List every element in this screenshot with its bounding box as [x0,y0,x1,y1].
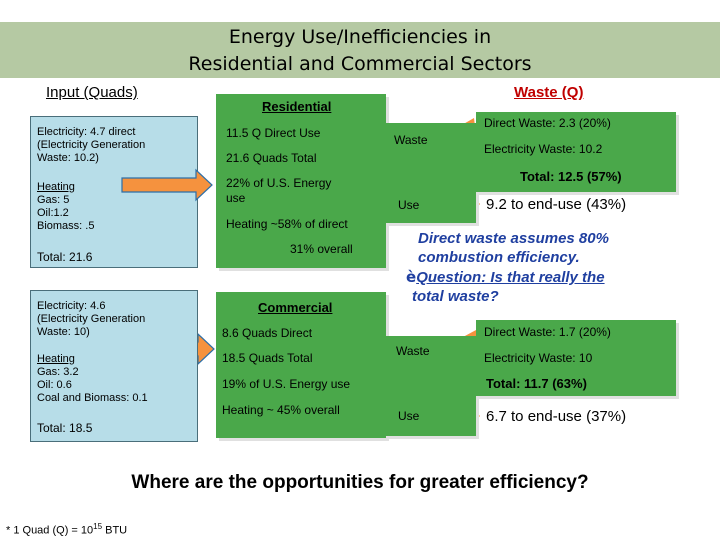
commercial-share: 19% of U.S. Energy use [222,377,351,391]
input-arrow-icon [121,168,213,202]
residential-overall: 31% overall [290,242,353,256]
commercial-direct-waste: Direct Waste: 1.7 (20%) [484,325,611,339]
footnote: * 1 Quad (Q) = 1015 BTU [6,522,127,537]
commercial-total: 18.5 Quads Total [222,351,313,365]
residential-direct-use: 11.5 Q Direct Use [226,126,321,140]
note-question: èQuestion: Is that really the [406,268,605,287]
commercial-sector-label: Commercial [258,300,333,315]
commercial-heating: Heating ~ 45% overall [222,403,340,417]
footnote-exponent: 15 [93,522,103,531]
title-line-2: Residential and Commercial Sectors [188,53,532,75]
residential-heating: Heating ~58% of direct [226,217,348,231]
commercial-input-heating-label: Heating [37,353,75,365]
residential-share: 22% of U.S. Energy use [226,176,332,205]
commercial-waste-box: Direct Waste: 1.7 (20%) Electricity Wast… [476,320,676,396]
efficiency-question: Where are the opportunities for greater … [131,472,589,493]
residential-waste-box: Direct Waste: 2.3 (20%) Electricity Wast… [476,112,676,192]
note-arrow-icon: è [406,268,417,286]
residential-input-heating-values: Gas: 5 Oil:1.2 Biomass: .5 [37,194,95,232]
note-line-2: combustion efficiency. [418,249,580,266]
commercial-input-heating-values: Gas: 3.2 Oil: 0.6 Coal and Biomass: 0.1 [37,366,148,404]
residential-waste-label: Waste [394,133,428,147]
commercial-use-label: Use [398,409,420,423]
residential-waste-use-box: Waste Use [386,123,476,223]
footnote-prefix: * 1 Quad (Q) = 10 [6,524,94,537]
title-line-1: Energy Use/Inefficiencies in [228,26,492,48]
residential-sector-box: Residential 11.5 Q Direct Use 21.6 Quads… [216,94,386,268]
commercial-electricity-waste: Electricity Waste: 10 [484,351,593,365]
residential-total-waste: Total: 12.5 (57%) [520,169,622,184]
commercial-input-total: Total: 18.5 [37,421,93,435]
commercial-input-box: Electricity: 4.6 (Electricity Generation… [30,290,198,442]
residential-sector-label: Residential [262,99,332,114]
residential-direct-waste: Direct Waste: 2.3 (20%) [484,116,611,130]
footnote-suffix: BTU [102,524,128,537]
residential-input-heating-label: Heating [37,181,75,193]
title-banner [0,22,720,78]
input-header: Input (Quads) [46,84,138,101]
residential-input-total: Total: 21.6 [37,250,93,264]
commercial-direct: 8.6 Quads Direct [222,326,313,340]
commercial-total-waste: Total: 11.7 (63%) [486,376,587,391]
page-title: Energy Use/Inefficiencies in Residential… [0,24,720,78]
note-question-text: Question: Is that really the [416,269,605,286]
note-line-1: Direct waste assumes 80% [418,230,609,247]
commercial-end-use: 6.7 to end-use (37%) [486,408,627,425]
note-line-4: total waste? [412,288,499,305]
residential-input-electricity: Electricity: 4.7 direct (Electricity Gen… [37,126,146,164]
residential-total: 21.6 Quads Total [226,151,317,165]
commercial-waste-label: Waste [396,344,430,358]
commercial-input-electricity: Electricity: 4.6 (Electricity Generation… [37,300,146,338]
commercial-sector-box: Commercial 8.6 Quads Direct 18.5 Quads T… [216,292,386,438]
waste-header: Waste (Q) [514,84,584,101]
residential-use-label: Use [398,198,420,212]
residential-end-use: 9.2 to end-use (43%) [486,196,627,213]
commercial-waste-use-box: Waste Use [386,336,476,436]
residential-electricity-waste: Electricity Waste: 10.2 [484,142,603,156]
